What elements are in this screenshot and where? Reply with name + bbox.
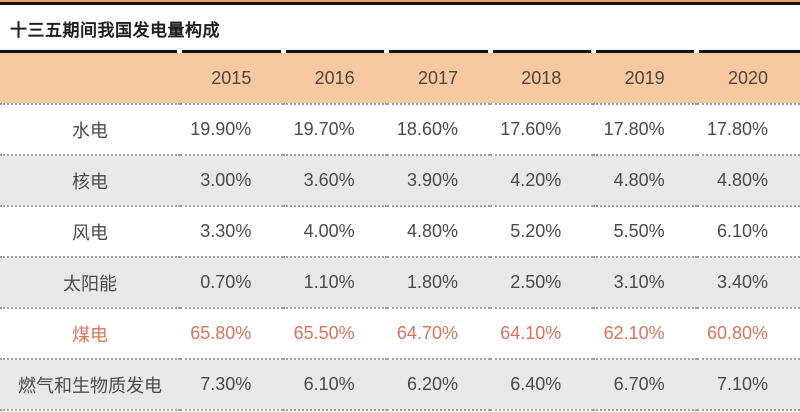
label-column-header <box>0 53 180 105</box>
table-top-rule <box>0 50 800 53</box>
value-cell: 60.80% <box>696 308 800 360</box>
table-row: 风电 3.30% 4.00% 4.80% 5.20% 5.50% 6.10% <box>0 206 800 258</box>
value-cell: 64.70% <box>386 308 490 360</box>
value-cell: 4.20% <box>489 155 594 207</box>
value-cell: 3.00% <box>180 155 284 207</box>
value-cell: 65.80% <box>180 308 284 360</box>
year-column-header: 2020 <box>696 53 800 105</box>
value-cell: 4.00% <box>283 206 387 258</box>
year-column-header: 2019 <box>593 53 697 105</box>
value-cell: 17.60% <box>489 104 594 156</box>
table-row: 太阳能 0.70% 1.10% 1.80% 2.50% 3.10% 3.40% <box>0 257 800 309</box>
value-cell: 19.90% <box>180 104 284 156</box>
value-cell: 62.10% <box>593 308 697 360</box>
value-cell: 6.10% <box>696 206 800 258</box>
table-row: 核电 3.00% 3.60% 3.90% 4.20% 4.80% 4.80% <box>0 155 800 207</box>
value-cell: 3.40% <box>696 257 800 309</box>
row-label: 风电 <box>0 206 180 258</box>
value-cell: 19.70% <box>283 104 387 156</box>
row-label: 燃气和生物质发电 <box>0 359 180 411</box>
value-cell: 3.90% <box>386 155 490 207</box>
value-cell: 6.10% <box>283 359 387 411</box>
value-cell: 17.80% <box>696 104 800 156</box>
value-cell: 3.30% <box>180 206 284 258</box>
top-accent-line <box>0 0 800 2</box>
value-cell: 4.80% <box>386 206 490 258</box>
value-cell: 7.30% <box>180 359 284 411</box>
value-cell: 4.80% <box>696 155 800 207</box>
value-cell: 65.50% <box>283 308 387 360</box>
value-cell: 0.70% <box>180 257 284 309</box>
value-cell: 4.80% <box>593 155 697 207</box>
year-column-header: 2015 <box>180 53 284 105</box>
power-generation-table: 2015 2016 2017 2018 2019 2020 水电 19.90% 19.70% 1… <box>0 53 800 411</box>
table-header: 2015 2016 2017 2018 2019 2020 <box>0 53 800 105</box>
table-row: 水电 19.90% 19.70% 18.60% 17.60% 17.80% 17.80% <box>0 104 800 156</box>
year-column-header: 2016 <box>283 53 387 105</box>
top-rule-line <box>0 2 800 5</box>
row-label: 煤电 <box>0 308 180 360</box>
table-row: 燃气和生物质发电 7.30% 6.10% 6.20% 6.40% 6.70% 7.10% <box>0 359 800 411</box>
value-cell: 6.70% <box>593 359 697 411</box>
value-cell: 2.50% <box>489 257 594 309</box>
value-cell: 1.10% <box>283 257 387 309</box>
year-column-header: 2017 <box>386 53 490 105</box>
value-cell: 18.60% <box>386 104 490 156</box>
value-cell: 64.10% <box>489 308 594 360</box>
row-label: 太阳能 <box>0 257 180 309</box>
value-cell: 17.80% <box>593 104 697 156</box>
value-cell: 6.40% <box>489 359 594 411</box>
row-label: 水电 <box>0 104 180 156</box>
value-cell: 5.50% <box>593 206 697 258</box>
header-row: 2015 2016 2017 2018 2019 2020 <box>0 53 800 105</box>
year-column-header: 2018 <box>489 53 594 105</box>
value-cell: 1.80% <box>386 257 490 309</box>
table-body: 水电 19.90% 19.70% 18.60% 17.60% 17.80% 17.80% 核电… <box>0 104 800 411</box>
value-cell: 3.60% <box>283 155 387 207</box>
value-cell: 6.20% <box>386 359 490 411</box>
value-cell: 5.20% <box>489 206 594 258</box>
table-row: 煤电 65.80% 65.50% 64.70% 64.10% 62.10% 60.80% <box>0 308 800 360</box>
row-label: 核电 <box>0 155 180 207</box>
value-cell: 3.10% <box>593 257 697 309</box>
value-cell: 7.10% <box>696 359 800 411</box>
page-title: 十三五期间我国发电量构成 <box>10 21 220 40</box>
